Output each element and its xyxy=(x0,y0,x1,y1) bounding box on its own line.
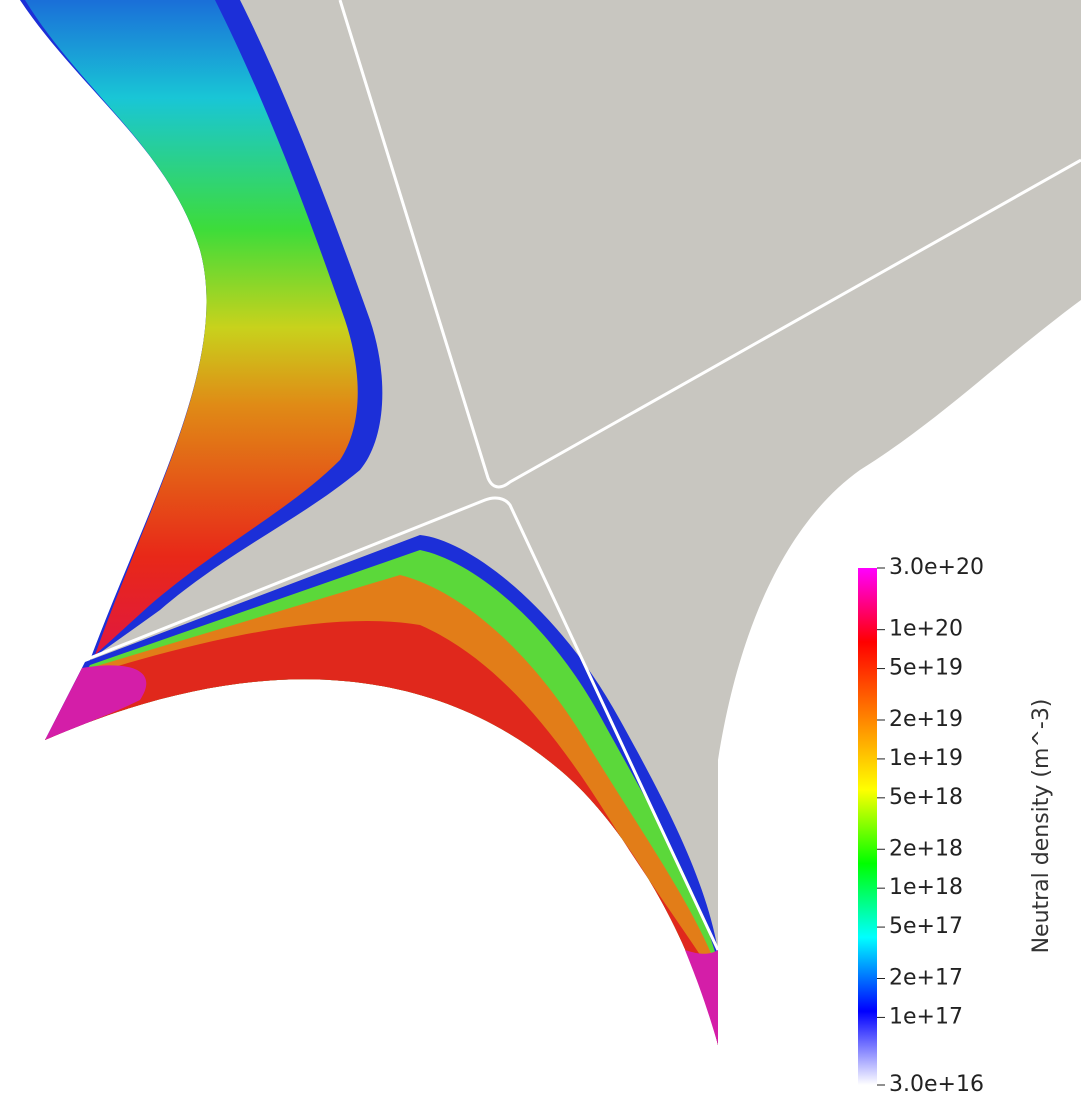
left-leg-field xyxy=(25,0,358,655)
tick-label: 1e+20 xyxy=(889,617,963,642)
tick-label: 2e+17 xyxy=(889,966,963,991)
tick-label: 3.0e+20 xyxy=(889,555,984,580)
lower-leg-magenta-tip xyxy=(685,950,718,1045)
lower-leg-magenta xyxy=(45,665,147,740)
separatrix xyxy=(84,0,1081,951)
tick-label: 1e+18 xyxy=(889,875,963,900)
tick-label: 2e+19 xyxy=(889,707,963,732)
separatrix-line xyxy=(84,496,720,951)
colorbar-title: Neutral density (m^-3) xyxy=(1029,699,1054,954)
tick-label: 3.0e+16 xyxy=(889,1072,984,1097)
domain xyxy=(20,0,1081,1045)
tick-label: 5e+17 xyxy=(889,914,963,939)
separatrix-line xyxy=(338,0,1081,489)
tick-label: 1e+17 xyxy=(889,1004,963,1029)
tick-label: 2e+18 xyxy=(889,836,963,861)
lower-leg-orange xyxy=(45,575,718,1045)
colorbar: 3.0e+20 1e+20 5e+19 2e+19 1e+19 5e+18 2e+18 1e+… xyxy=(858,555,984,1097)
colorbar-bar xyxy=(858,568,877,1085)
tick-label: 5e+18 xyxy=(889,785,963,810)
tick-label: 5e+19 xyxy=(889,656,963,681)
tick-label: 1e+19 xyxy=(889,746,963,771)
